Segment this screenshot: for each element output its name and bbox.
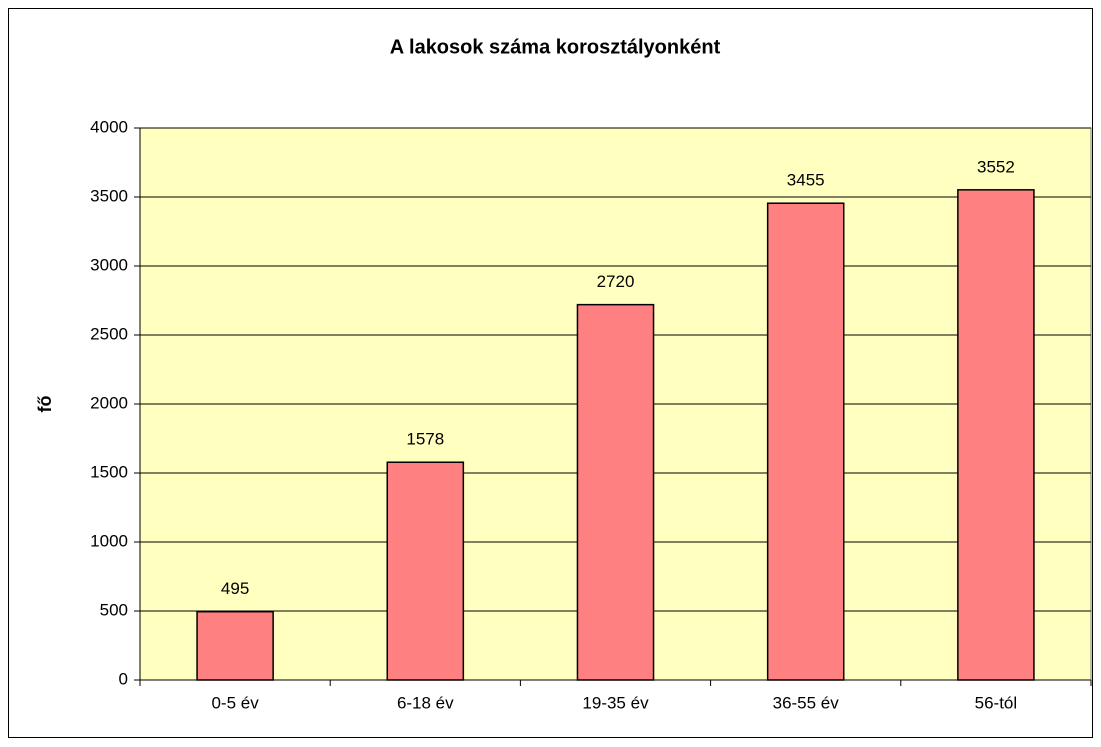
y-tick-label: 3500 [90, 186, 128, 205]
y-tick-label: 500 [100, 600, 128, 619]
data-label: 2720 [597, 272, 635, 291]
y-tick-label: 0 [119, 669, 128, 688]
x-tick-label: 19-35 év [582, 693, 649, 712]
bar [386, 461, 465, 681]
y-tick-label: 2000 [90, 393, 128, 412]
chart-title: A lakosok száma korosztályonként [390, 36, 721, 58]
y-tick-label: 1000 [90, 531, 128, 550]
bar [957, 189, 1035, 681]
x-tick-label: 56-tól [975, 693, 1018, 712]
data-label: 1578 [406, 430, 444, 449]
bar [196, 610, 274, 681]
x-tick-label: 6-18 év [397, 693, 454, 712]
bar [576, 303, 655, 681]
data-label: 3455 [787, 171, 825, 190]
y-tick-label: 4000 [90, 117, 128, 136]
y-axis-label: fő [35, 396, 55, 413]
y-tick-label: 3000 [90, 255, 128, 274]
bar [766, 202, 845, 681]
x-tick-label: 0-5 év [211, 693, 259, 712]
y-tick-label: 2500 [90, 324, 128, 343]
data-label: 495 [221, 579, 249, 598]
x-tick-label: 36-55 év [773, 693, 840, 712]
y-tick-label: 1500 [90, 462, 128, 481]
data-label: 3552 [977, 157, 1015, 176]
